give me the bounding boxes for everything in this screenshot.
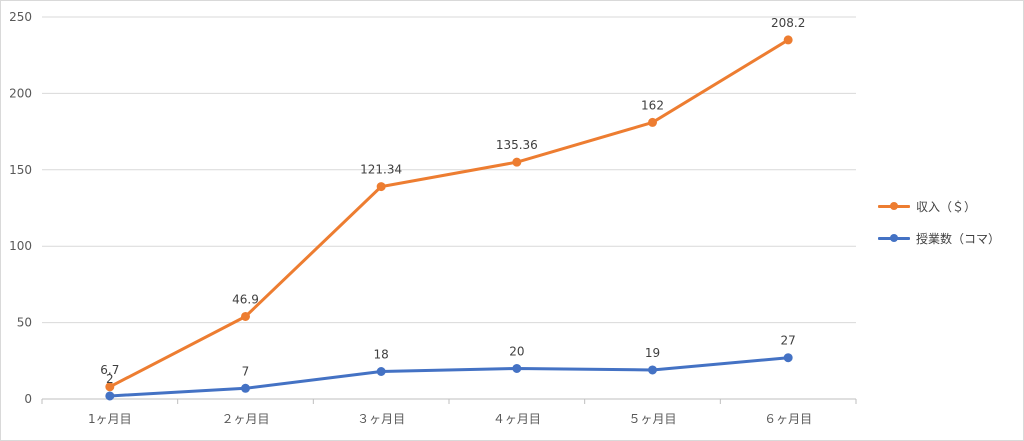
data-point-s1-4 bbox=[512, 363, 522, 373]
data-point-s0-6 bbox=[783, 35, 793, 45]
y-tick-label-150: 150 bbox=[9, 163, 32, 177]
legend-marker-lessons bbox=[890, 234, 898, 242]
data-point-s0-5 bbox=[648, 117, 657, 127]
data-point-s1-2 bbox=[241, 383, 250, 393]
data-point-s0-1 bbox=[105, 382, 115, 392]
data-point-s1-3 bbox=[376, 366, 386, 376]
legend-item-lessons: 授業数（コマ） bbox=[876, 228, 1016, 248]
legend: 収入（＄） 授業数（コマ） bbox=[876, 196, 1016, 260]
x-tick-label-5: ５ヶ月目 bbox=[628, 412, 676, 426]
y-tick-label-100: 100 bbox=[9, 239, 32, 253]
data-label-s0-4: 135.36 bbox=[496, 138, 538, 152]
y-tick-label-200: 200 bbox=[9, 86, 32, 100]
x-tick-label-2: ２ヶ月目 bbox=[221, 412, 269, 426]
gridlines bbox=[42, 16, 856, 324]
data-label-s1-2: 7 bbox=[242, 364, 250, 378]
legend-swatch-income bbox=[876, 200, 912, 212]
y-tick-label-50: 50 bbox=[17, 316, 32, 330]
y-tick-label-0: 0 bbox=[24, 392, 32, 406]
legend-swatch-lessons bbox=[876, 232, 912, 244]
legend-marker-income bbox=[890, 202, 898, 210]
data-point-s1-6 bbox=[783, 353, 793, 363]
data-label-s0-5: 162 bbox=[641, 98, 664, 112]
data-label-s0-2: 46.9 bbox=[232, 292, 259, 306]
data-point-s0-2 bbox=[241, 311, 250, 321]
data-label-s1-1: 2 bbox=[106, 372, 114, 386]
data-label-s0-1: 6.7 bbox=[100, 363, 119, 377]
y-tick-label-250: 250 bbox=[9, 10, 32, 24]
data-label-s1-5: 19 bbox=[645, 346, 660, 360]
x-tick-label-6: ６ヶ月目 bbox=[764, 412, 812, 426]
data-label-s1-6: 27 bbox=[781, 334, 796, 348]
data-label-s0-6: 208.2 bbox=[771, 16, 805, 30]
series-lines bbox=[105, 35, 793, 401]
series-line-1 bbox=[108, 356, 790, 398]
axes: 0 50 100 150 200 250 1ヶ月目 ２ヶ月目 ３ヶ月目 ４ヶ月目 ５ヶ月目 ６ヶ月目 bbox=[9, 10, 857, 426]
data-point-s1-1 bbox=[105, 391, 115, 401]
data-point-s0-4 bbox=[512, 157, 522, 167]
legend-label-lessons: 授業数（コマ） bbox=[916, 231, 1001, 246]
data-point-s0-3 bbox=[376, 182, 386, 192]
x-tick-label-4: ４ヶ月目 bbox=[493, 412, 541, 426]
data-label-s1-3: 18 bbox=[374, 347, 389, 361]
legend-label-income: 収入（＄） bbox=[916, 199, 977, 214]
x-tick-label-3: ３ヶ月目 bbox=[357, 412, 405, 426]
series-line-0 bbox=[108, 38, 790, 389]
data-label-s1-4: 20 bbox=[509, 344, 524, 358]
data-label-s0-3: 121.34 bbox=[360, 163, 402, 177]
data-point-s1-5 bbox=[648, 365, 657, 375]
legend-item-income: 収入（＄） bbox=[876, 196, 1016, 216]
x-tick-label-1: 1ヶ月目 bbox=[88, 412, 132, 426]
